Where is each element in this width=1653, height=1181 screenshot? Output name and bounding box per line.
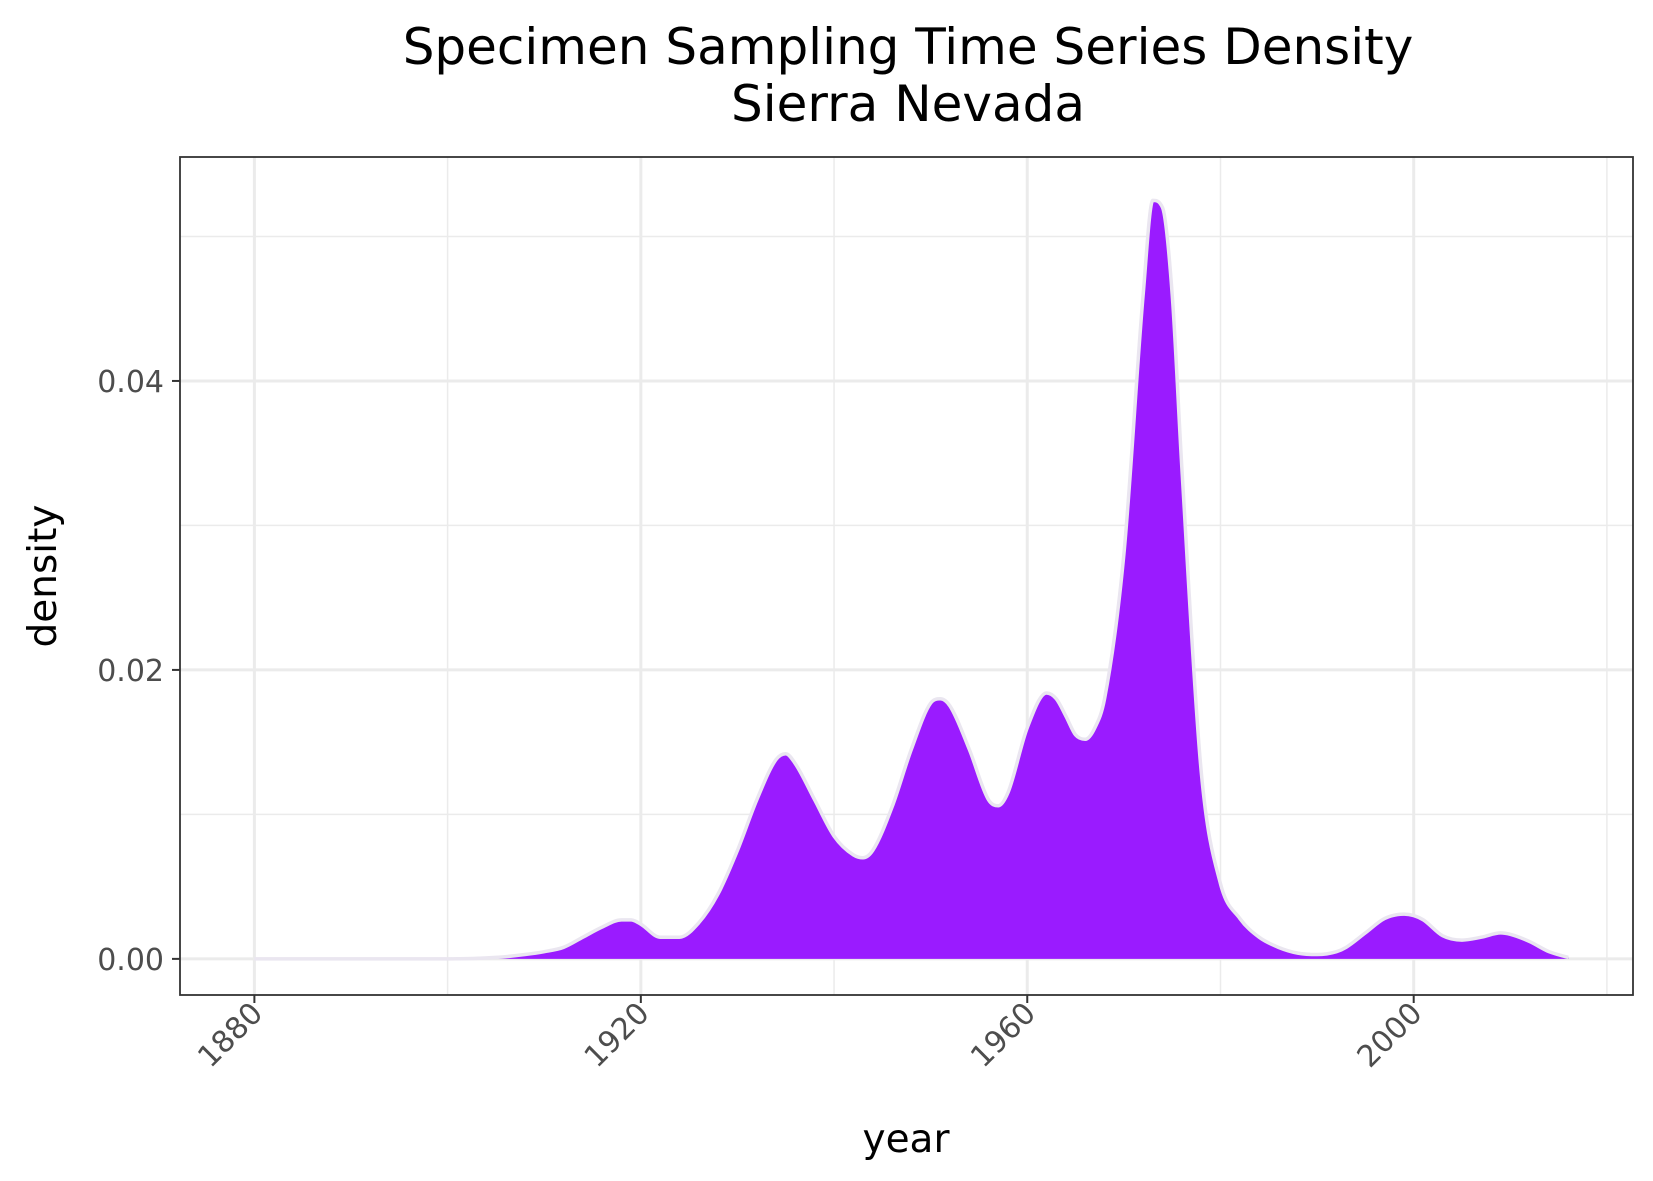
y-tick-label: 0.02 bbox=[97, 654, 164, 689]
x-axis: 1880 1920 1960 2000 bbox=[191, 995, 1429, 1075]
x-tick-label: 1960 bbox=[964, 996, 1043, 1075]
y-tick-label: 0.04 bbox=[97, 365, 164, 400]
x-tick-label: 2000 bbox=[1351, 996, 1430, 1075]
y-tick-label: 0.00 bbox=[97, 943, 164, 978]
x-axis-title: year bbox=[862, 1117, 950, 1162]
grid-minor bbox=[180, 157, 1633, 995]
panel-border bbox=[179, 156, 1634, 996]
x-tick-label: 1880 bbox=[191, 996, 270, 1075]
x-tick-label: 1920 bbox=[578, 996, 657, 1075]
y-axis-title: density bbox=[21, 505, 66, 648]
plot-marks bbox=[254, 198, 1569, 961]
density-area bbox=[254, 200, 1569, 959]
chart-subtitle: Sierra Nevada bbox=[731, 75, 1085, 133]
y-axis: 0.00 0.02 0.04 bbox=[97, 365, 180, 978]
density-outline bbox=[254, 198, 1569, 961]
chart-title: Specimen Sampling Time Series Density bbox=[403, 18, 1414, 76]
